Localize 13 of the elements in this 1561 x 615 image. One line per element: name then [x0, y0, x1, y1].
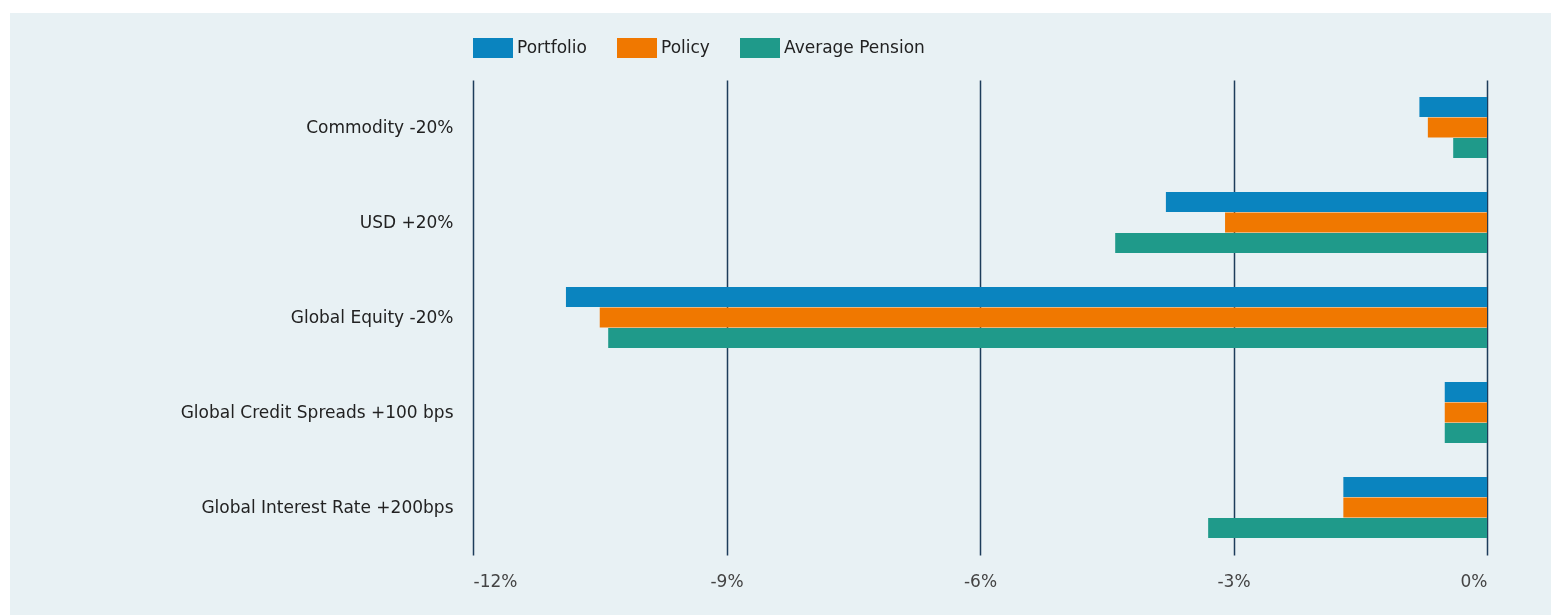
x-tick-label: -9% [710, 570, 744, 591]
x-tick-label: 0% [1460, 570, 1488, 591]
y-tick-label: Commodity -20% [306, 116, 454, 137]
y-tick-label: USD +20% [359, 211, 454, 232]
y-tick-label: Global Interest Rate +200bps [201, 496, 454, 517]
legend-label: Portfolio [517, 37, 587, 57]
x-tick-label: -6% [963, 570, 998, 591]
x-tick-label: -12% [473, 570, 518, 591]
legend-label: Policy [661, 37, 710, 57]
x-tick-label: -3% [1217, 570, 1251, 591]
y-tick-label: Global Equity -20% [290, 306, 454, 327]
legend-label: Average Pension [784, 37, 925, 57]
y-tick-label: Global Credit Spreads +100 bps [180, 401, 454, 422]
